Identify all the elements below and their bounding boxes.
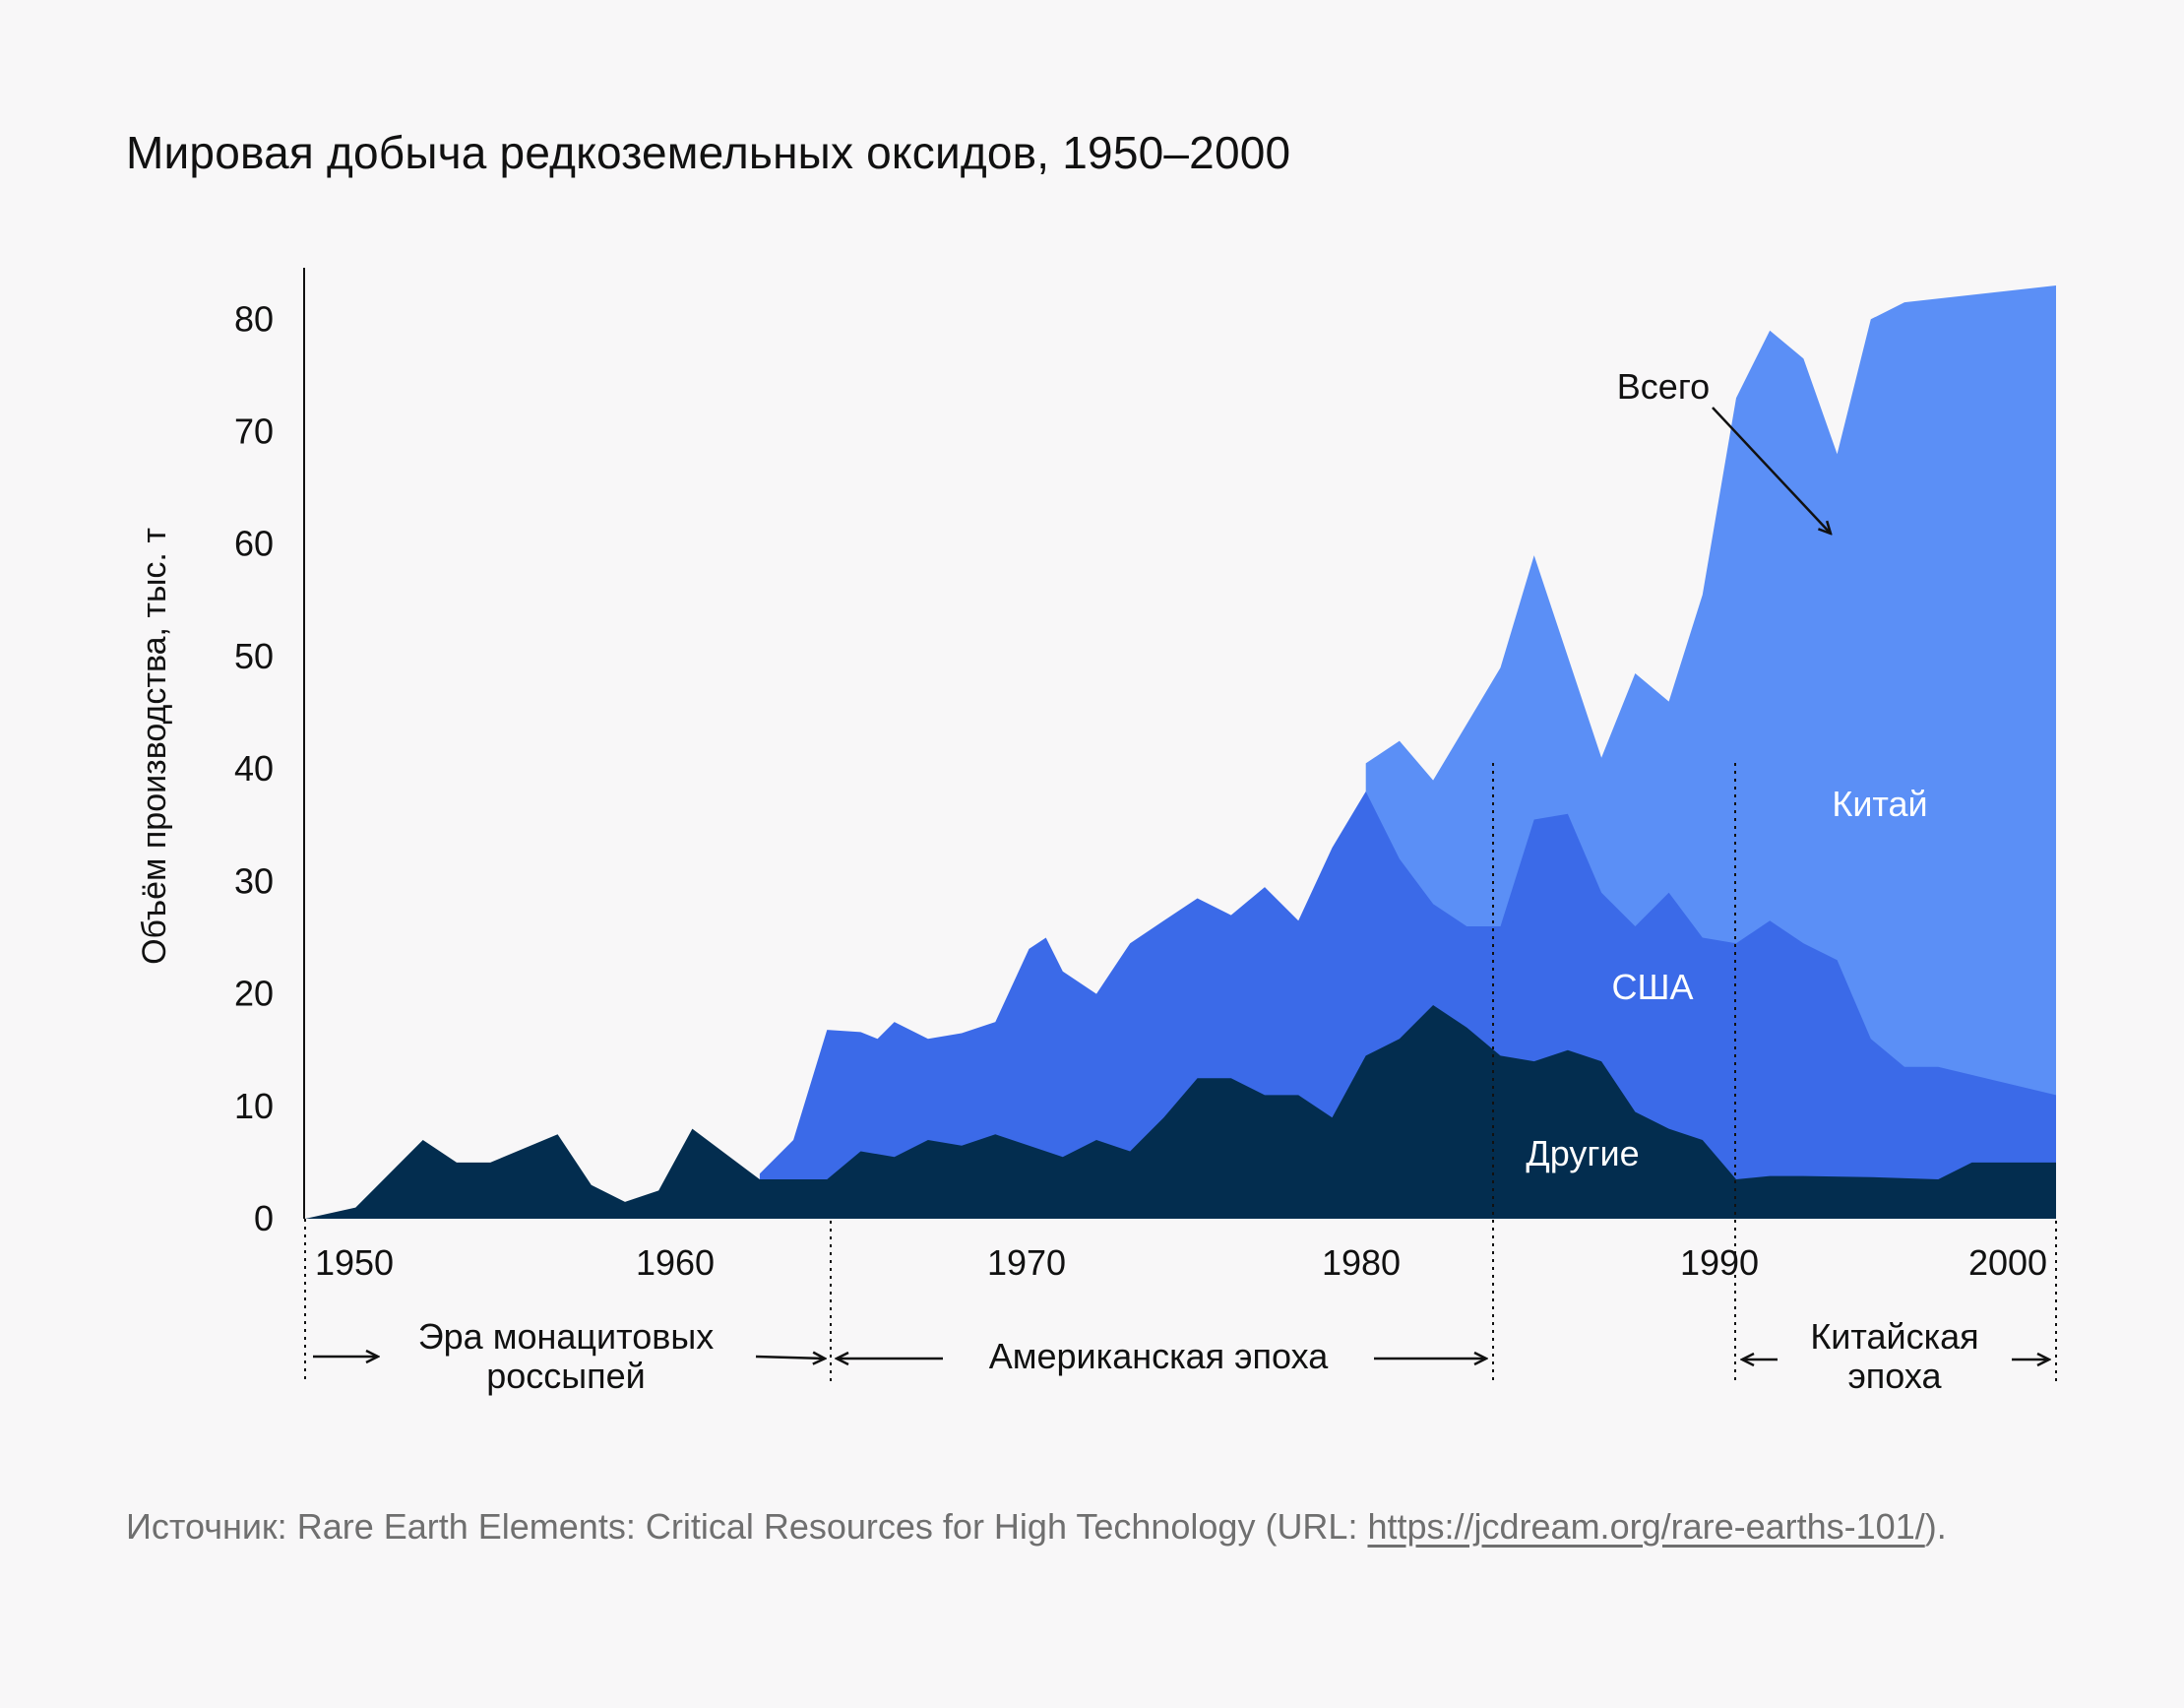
y-tick-70: 70 <box>234 411 274 451</box>
y-tick-labels: 0 10 20 30 40 50 60 70 80 <box>234 298 274 1238</box>
series-label-china: Китай <box>1832 784 1927 824</box>
x-tick-1960: 1960 <box>636 1242 715 1283</box>
y-tick-50: 50 <box>234 636 274 676</box>
source-note: Источник: Rare Earth Elements: Critical … <box>126 1501 1996 1552</box>
y-tick-40: 40 <box>234 748 274 789</box>
x-tick-2000: 2000 <box>1968 1242 2047 1283</box>
y-tick-30: 30 <box>234 860 274 901</box>
y-axis-label: Объём производства, тыс. т <box>136 528 173 965</box>
era2-label: Американская эпоха <box>989 1336 1329 1376</box>
x-tick-1980: 1980 <box>1322 1242 1401 1283</box>
total-arrow <box>1712 407 1831 534</box>
chart-title: Мировая добыча редкоземельных оксидов, 1… <box>126 127 1291 178</box>
source-prefix: Источник: Rare Earth Elements: Critical … <box>126 1506 1368 1547</box>
y-tick-60: 60 <box>234 524 274 564</box>
era1-label-line2: россыпей <box>486 1356 646 1396</box>
x-tick-1990: 1990 <box>1680 1242 1759 1283</box>
series-label-usa: США <box>1611 967 1693 1007</box>
x-tick-1970: 1970 <box>987 1242 1066 1283</box>
era3-label-line2: эпоха <box>1847 1356 1942 1396</box>
x-tick-1950: 1950 <box>315 1242 394 1283</box>
era-dividers <box>304 763 2057 1383</box>
area-series-other <box>305 1005 2056 1219</box>
area-series-usa <box>759 791 2056 1219</box>
series-label-other: Другие <box>1526 1133 1639 1173</box>
chart-areas <box>305 285 2056 1219</box>
x-tick-labels: 1950 1960 1970 1980 1990 2000 <box>315 1242 2047 1283</box>
era1-arrow-end <box>755 1357 825 1359</box>
y-tick-20: 20 <box>234 974 274 1014</box>
y-tick-0: 0 <box>254 1198 274 1238</box>
y-tick-80: 80 <box>234 298 274 339</box>
source-link[interactable]: https://jcdream.org/rare-earths-101/ <box>1367 1506 1925 1547</box>
total-label: Всего <box>1617 366 1710 407</box>
y-tick-10: 10 <box>234 1086 274 1126</box>
era1-label-line1: Эра монацитовых <box>418 1316 714 1357</box>
source-suffix: ). <box>1924 1506 1947 1547</box>
era-arrows <box>313 1357 2049 1360</box>
era3-label-line1: Китайская <box>1810 1316 1978 1357</box>
